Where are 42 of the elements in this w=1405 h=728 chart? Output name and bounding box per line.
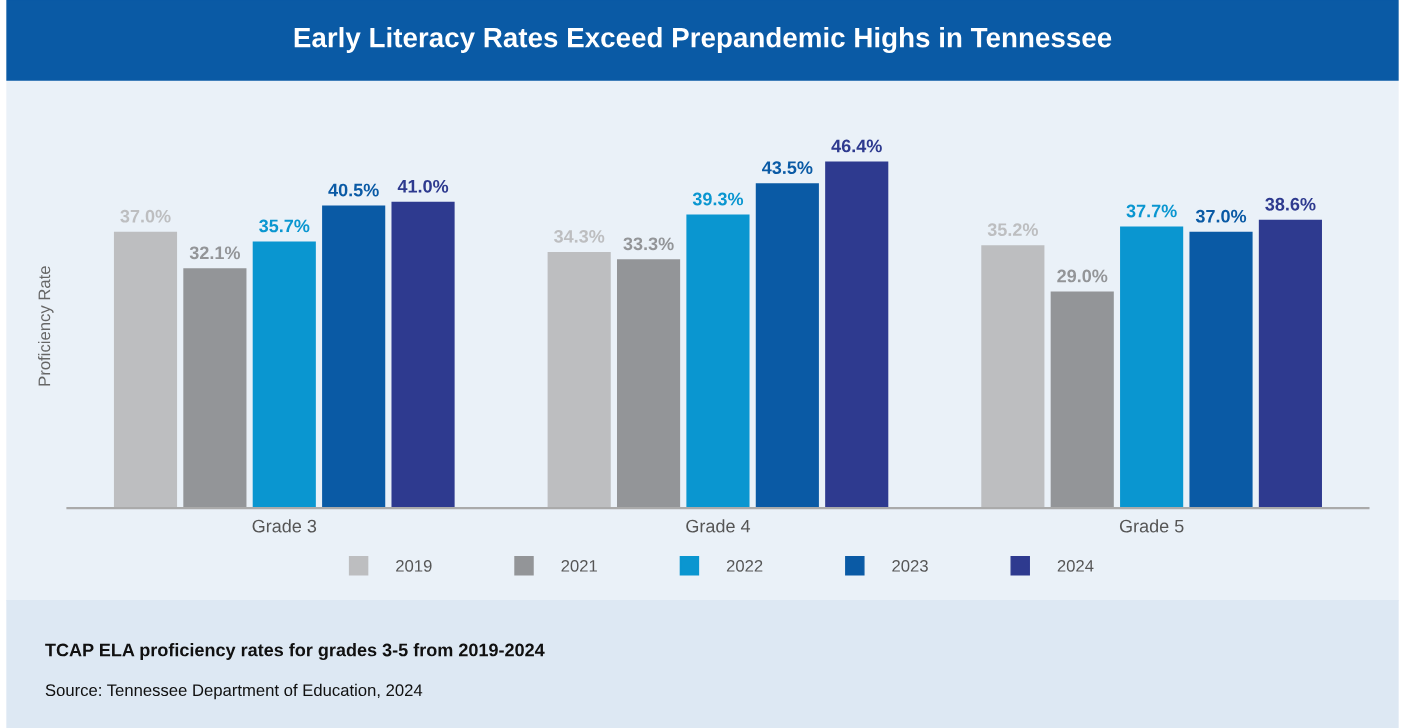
data-label: 34.3% bbox=[554, 229, 605, 243]
data-label: 40.5% bbox=[328, 183, 379, 197]
data-label: 37.7% bbox=[1126, 204, 1177, 218]
chart-title: Early Literacy Rates Exceed Prepandemic Highs in Tennessee bbox=[294, 27, 1112, 54]
data-label: 32.1% bbox=[189, 246, 241, 260]
legend-label: 2019 bbox=[396, 559, 432, 572]
text: TCAP ELA proficiency rates for grades 3-5 from 2019-2024 bbox=[45, 643, 545, 661]
legend-label: 2023 bbox=[892, 559, 928, 572]
bar bbox=[391, 201, 455, 509]
data-label: 35.2% bbox=[987, 223, 1038, 237]
bar bbox=[252, 241, 316, 509]
legend-label: 2024 bbox=[1057, 559, 1094, 572]
data-label: 33.3% bbox=[623, 237, 674, 251]
data-label: 43.5% bbox=[762, 161, 813, 175]
data-label: 35.7% bbox=[259, 219, 310, 233]
data-label: 41.0% bbox=[397, 179, 449, 193]
bar bbox=[1050, 291, 1114, 509]
data-label: 29.0% bbox=[1057, 269, 1108, 283]
bar bbox=[617, 259, 681, 509]
legend-label: 2021 bbox=[561, 559, 597, 572]
data-label: 37.0% bbox=[120, 209, 171, 223]
y-axis-title: Proficiency Rate bbox=[38, 266, 54, 386]
x-tick-label: Grade 4 bbox=[686, 519, 751, 533]
bar bbox=[686, 214, 750, 509]
bar bbox=[755, 183, 819, 509]
data-label: 38.6% bbox=[1265, 197, 1316, 211]
data-label: 46.4% bbox=[831, 139, 882, 153]
data-label: 37.0% bbox=[1195, 209, 1247, 223]
bar bbox=[183, 268, 247, 509]
bar bbox=[113, 231, 178, 509]
bar bbox=[547, 251, 611, 509]
bar bbox=[825, 161, 889, 509]
bar bbox=[1258, 219, 1322, 509]
x-tick-label: Grade 5 bbox=[1119, 519, 1184, 533]
source-note: Source: Tennessee Department of Education, 2024 bbox=[45, 683, 423, 700]
legend-label: 2022 bbox=[726, 559, 763, 572]
bar bbox=[1189, 231, 1253, 509]
bar bbox=[981, 245, 1045, 509]
bar bbox=[322, 205, 386, 509]
x-tick-label: Grade 3 bbox=[252, 519, 317, 533]
bar bbox=[1120, 226, 1184, 509]
data-label: 39.3% bbox=[692, 192, 744, 206]
